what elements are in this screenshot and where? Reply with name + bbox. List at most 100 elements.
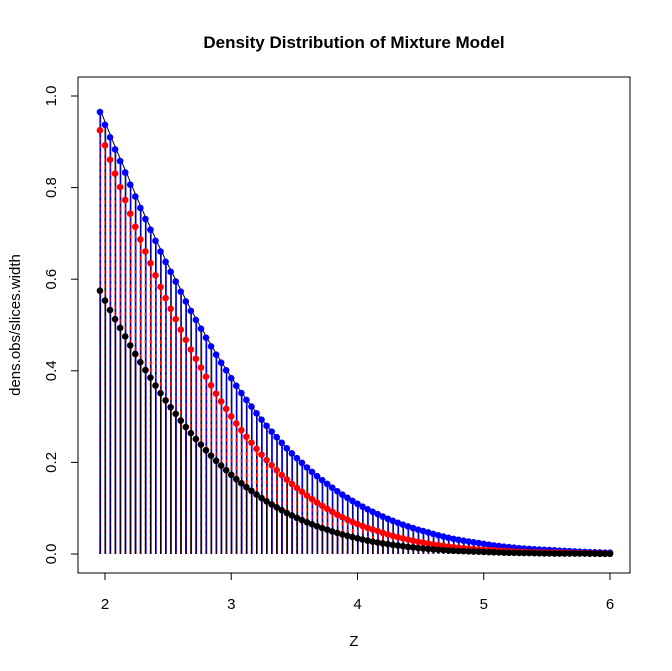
point-red bbox=[121, 196, 129, 204]
point-red bbox=[162, 294, 169, 302]
y-tick-label: 0.6 bbox=[43, 269, 60, 290]
point-red bbox=[344, 516, 351, 523]
point-blue bbox=[147, 226, 154, 234]
point-red bbox=[238, 426, 245, 434]
point-blue bbox=[202, 334, 210, 341]
point-black bbox=[490, 549, 498, 556]
y-tick-label: 0.8 bbox=[43, 177, 60, 198]
point-black bbox=[152, 382, 159, 389]
point-black bbox=[399, 542, 407, 550]
point-black bbox=[465, 548, 472, 555]
point-black bbox=[571, 550, 578, 557]
point-blue bbox=[414, 526, 422, 533]
point-black bbox=[172, 410, 179, 418]
point-blue bbox=[394, 519, 402, 527]
point-red bbox=[227, 413, 235, 420]
point-black bbox=[96, 287, 104, 294]
point-blue bbox=[344, 494, 351, 502]
point-red bbox=[197, 364, 205, 371]
point-black bbox=[556, 550, 563, 557]
point-red bbox=[369, 526, 376, 533]
point-blue bbox=[328, 484, 336, 492]
x-tick-label: 4 bbox=[353, 596, 361, 613]
point-red bbox=[202, 373, 210, 380]
y-tick-label: 1.0 bbox=[43, 86, 60, 107]
point-red bbox=[152, 272, 159, 279]
point-blue bbox=[121, 169, 129, 176]
point-red bbox=[318, 502, 326, 509]
point-blue bbox=[288, 450, 296, 457]
point-blue bbox=[217, 359, 225, 366]
point-black bbox=[455, 547, 462, 555]
point-black bbox=[601, 550, 609, 558]
point-black bbox=[227, 471, 235, 479]
point-blue bbox=[101, 121, 109, 129]
point-blue bbox=[419, 527, 427, 535]
point-red bbox=[243, 433, 250, 440]
point-black bbox=[126, 342, 134, 349]
x-tick-label: 3 bbox=[227, 596, 235, 613]
point-black bbox=[480, 548, 488, 556]
point-blue bbox=[354, 500, 361, 508]
point-blue bbox=[192, 316, 200, 324]
point-red bbox=[339, 513, 346, 521]
point-blue bbox=[298, 459, 306, 467]
point-black bbox=[243, 483, 250, 491]
point-blue bbox=[490, 542, 498, 549]
point-red bbox=[404, 536, 412, 543]
point-blue bbox=[480, 540, 488, 548]
point-blue bbox=[339, 491, 346, 498]
point-black bbox=[359, 536, 366, 543]
point-red bbox=[142, 248, 149, 255]
point-blue bbox=[253, 409, 260, 417]
point-black bbox=[106, 306, 114, 314]
point-blue bbox=[126, 181, 134, 188]
point-black bbox=[162, 397, 169, 404]
point-blue bbox=[227, 374, 235, 382]
point-black bbox=[414, 544, 422, 552]
y-tick-label: 0.0 bbox=[43, 544, 60, 565]
point-black bbox=[475, 548, 483, 556]
point-red bbox=[167, 305, 174, 313]
point-black bbox=[137, 358, 144, 366]
point-black bbox=[202, 446, 210, 454]
point-blue bbox=[132, 193, 139, 200]
point-red bbox=[328, 508, 336, 515]
point-black bbox=[515, 549, 523, 557]
point-black bbox=[525, 549, 533, 557]
point-black bbox=[283, 509, 291, 517]
point-black bbox=[222, 466, 230, 474]
point-blue bbox=[233, 382, 240, 390]
point-red bbox=[132, 223, 139, 231]
point-black bbox=[192, 435, 200, 443]
point-black bbox=[435, 546, 442, 554]
point-black bbox=[485, 548, 493, 556]
point-black bbox=[278, 506, 286, 514]
point-red bbox=[126, 210, 134, 217]
point-black bbox=[581, 550, 589, 557]
point-red bbox=[374, 527, 382, 535]
point-black bbox=[424, 545, 432, 553]
point-blue bbox=[318, 476, 326, 484]
point-black bbox=[344, 532, 351, 540]
point-blue bbox=[369, 508, 376, 516]
point-black bbox=[187, 429, 195, 437]
x-axis: 2 3 4 5 6 bbox=[101, 572, 614, 613]
point-blue bbox=[334, 487, 341, 495]
point-black bbox=[233, 475, 240, 483]
point-black bbox=[328, 528, 336, 535]
point-red bbox=[101, 141, 109, 149]
point-black bbox=[520, 549, 528, 557]
x-tick-label: 6 bbox=[606, 596, 614, 613]
point-black bbox=[197, 441, 205, 448]
point-blue bbox=[238, 389, 245, 397]
total-curve bbox=[101, 113, 612, 556]
point-black bbox=[551, 550, 558, 557]
x-tick-label: 2 bbox=[101, 596, 109, 613]
point-black bbox=[273, 503, 281, 511]
point-blue bbox=[399, 521, 407, 528]
point-black bbox=[313, 522, 321, 530]
point-blue bbox=[364, 505, 371, 513]
point-black bbox=[334, 529, 341, 537]
